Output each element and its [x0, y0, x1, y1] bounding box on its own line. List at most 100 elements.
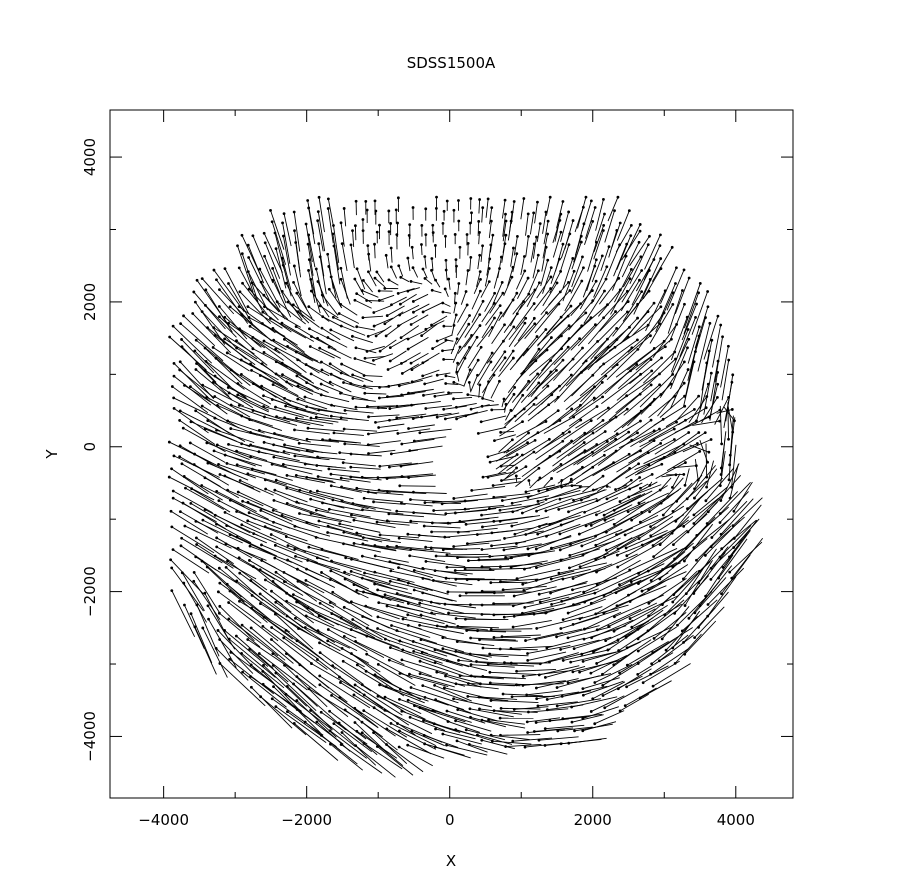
vector-arrow	[637, 610, 677, 640]
vector-arrow	[286, 474, 326, 484]
vector-point	[205, 441, 209, 445]
vector-point	[590, 636, 593, 640]
vector-arrow	[484, 268, 490, 287]
vector-arrow	[503, 432, 529, 454]
vector-point	[350, 557, 353, 561]
vector-arrow	[489, 552, 534, 557]
vector-point	[627, 593, 630, 597]
vector-point	[650, 662, 654, 666]
vector-arrow	[410, 499, 443, 503]
vector-arrow	[648, 578, 687, 604]
vector-point	[501, 692, 505, 696]
vector-arrow	[247, 271, 268, 311]
vector-point	[223, 510, 227, 514]
vector-arrow	[362, 555, 401, 566]
vector-point	[424, 327, 428, 331]
vector-point	[566, 681, 570, 685]
vector-arrow	[625, 302, 655, 339]
vector-arrow	[320, 383, 343, 394]
vector-point	[387, 384, 391, 388]
vector-point	[217, 566, 221, 570]
vector-point	[376, 627, 379, 630]
vector-arrow	[264, 526, 308, 542]
vector-arrow	[540, 652, 579, 665]
vector-arrow	[568, 406, 598, 427]
vector-point	[304, 363, 308, 366]
vector-arrow	[260, 281, 286, 320]
vector-point	[647, 614, 650, 618]
vector-arrow	[377, 521, 410, 526]
vector-arrow	[674, 633, 702, 664]
vector-arrow	[619, 373, 660, 402]
vector-point	[469, 197, 473, 200]
vector-arrow	[362, 684, 406, 713]
vector-arrow	[482, 404, 499, 407]
vector-arrow	[204, 347, 243, 385]
vector-arrow	[665, 432, 700, 458]
vector-point	[423, 255, 427, 258]
vector-arrow	[299, 442, 332, 447]
vector-arrow	[297, 398, 328, 410]
vector-arrow	[516, 421, 547, 438]
vector-arrow	[247, 473, 288, 486]
vector-arrow	[601, 373, 641, 405]
vector-point	[548, 719, 552, 723]
vector-point	[390, 624, 393, 627]
vector-arrow	[237, 464, 277, 476]
vector-point	[647, 601, 651, 605]
vector-point	[455, 640, 459, 644]
vector-arrow	[662, 570, 698, 605]
vector-arrow	[536, 678, 579, 689]
vector-arrow	[331, 404, 358, 411]
vector-arrow	[642, 660, 680, 684]
vector-point	[478, 270, 482, 274]
vector-point	[319, 710, 323, 714]
vector-arrow	[604, 537, 641, 558]
vector-arrow	[375, 555, 409, 563]
vector-arrow	[408, 424, 435, 429]
vector-arrow	[341, 417, 369, 422]
vector-point	[593, 206, 597, 209]
vector-point	[406, 337, 410, 341]
vector-arrow	[170, 559, 204, 595]
vector-point	[318, 674, 322, 678]
vector-arrow	[384, 594, 421, 606]
vector-arrow	[356, 532, 391, 541]
vector-point	[424, 407, 428, 410]
vector-arrow	[674, 523, 709, 560]
vector-point	[512, 614, 516, 618]
vector-arrow	[582, 706, 619, 719]
vector-arrow	[344, 443, 380, 447]
vector-point	[639, 255, 643, 259]
vector-point	[628, 600, 632, 603]
vector-arrow	[660, 267, 677, 304]
vector-point	[421, 310, 425, 314]
vector-point	[582, 590, 586, 594]
vector-point	[732, 546, 736, 549]
vector-arrow	[642, 268, 662, 300]
vector-point	[515, 453, 519, 456]
vector-arrow	[721, 554, 751, 595]
vector-arrow	[350, 476, 382, 481]
vector-point	[389, 569, 393, 573]
vector-arrow	[241, 253, 259, 303]
vector-point	[297, 441, 301, 445]
vector-point	[326, 252, 330, 256]
vector-point	[351, 373, 355, 377]
vector-point	[441, 349, 444, 353]
vector-point	[618, 583, 621, 587]
vector-arrow	[650, 648, 689, 675]
vector-point	[420, 224, 424, 227]
vector-arrow	[419, 602, 465, 614]
vector-arrow	[261, 544, 303, 563]
vector-arrow	[532, 255, 539, 279]
vector-point	[603, 212, 606, 216]
vector-arrow	[622, 419, 652, 442]
chart-title: SDSS1500A	[407, 54, 496, 72]
vector-arrow	[194, 350, 232, 388]
vector-arrow	[317, 490, 354, 500]
vector-point	[314, 415, 318, 419]
vector-arrow	[219, 316, 255, 350]
vector-arrow	[275, 571, 318, 602]
vector-point	[454, 617, 458, 620]
